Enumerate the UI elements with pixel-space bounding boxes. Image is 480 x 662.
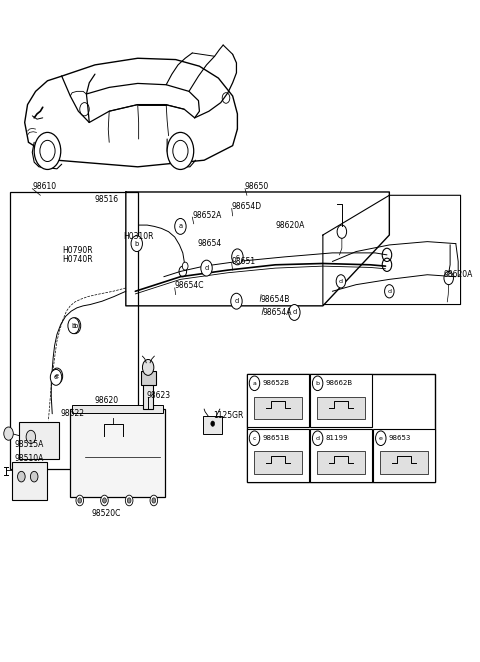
Circle shape xyxy=(249,376,260,391)
Text: a: a xyxy=(179,223,182,230)
Text: 98620A: 98620A xyxy=(444,270,473,279)
Text: 81199: 81199 xyxy=(325,435,348,442)
Circle shape xyxy=(51,368,63,384)
Text: H0740R: H0740R xyxy=(63,255,93,264)
Circle shape xyxy=(68,318,79,334)
Text: e: e xyxy=(55,373,59,379)
Text: d: d xyxy=(292,309,297,316)
Text: 98510A: 98510A xyxy=(14,453,44,463)
Text: b: b xyxy=(134,240,139,247)
Text: d: d xyxy=(234,298,239,305)
Bar xyxy=(380,451,428,474)
Circle shape xyxy=(18,471,25,482)
Circle shape xyxy=(127,498,131,503)
Circle shape xyxy=(182,262,188,270)
Circle shape xyxy=(384,285,394,298)
Circle shape xyxy=(50,369,62,385)
Circle shape xyxy=(288,305,300,320)
Circle shape xyxy=(78,498,82,503)
Text: 98610: 98610 xyxy=(32,182,57,191)
Circle shape xyxy=(30,471,38,482)
Circle shape xyxy=(167,132,194,169)
Text: 98620A: 98620A xyxy=(276,220,305,230)
Text: 98654D: 98654D xyxy=(232,202,262,211)
Bar xyxy=(70,409,165,496)
Circle shape xyxy=(26,430,36,444)
Circle shape xyxy=(312,431,323,446)
Circle shape xyxy=(232,249,243,265)
Bar xyxy=(247,374,309,427)
Bar xyxy=(144,384,153,409)
Text: H0310R: H0310R xyxy=(123,232,154,242)
Bar xyxy=(247,374,435,482)
Text: 98623: 98623 xyxy=(146,391,170,401)
Text: d: d xyxy=(204,265,209,271)
Circle shape xyxy=(249,431,260,446)
Bar xyxy=(11,192,138,469)
Text: 1125GR: 1125GR xyxy=(213,411,243,420)
Text: 98654C: 98654C xyxy=(175,281,204,291)
Text: b: b xyxy=(316,381,320,386)
Circle shape xyxy=(152,498,156,503)
Bar xyxy=(317,397,365,419)
Text: d: d xyxy=(316,436,320,441)
Bar xyxy=(254,397,301,419)
Text: 98654B: 98654B xyxy=(260,295,289,304)
Circle shape xyxy=(34,132,61,169)
Bar xyxy=(373,429,435,482)
Circle shape xyxy=(336,275,346,288)
Text: 98515A: 98515A xyxy=(14,440,44,449)
Circle shape xyxy=(201,260,212,276)
Circle shape xyxy=(69,318,81,334)
Circle shape xyxy=(131,236,143,252)
Bar xyxy=(72,405,163,413)
Text: 98652A: 98652A xyxy=(192,211,222,220)
Text: b: b xyxy=(73,322,77,329)
Circle shape xyxy=(150,495,157,506)
Circle shape xyxy=(103,498,107,503)
Circle shape xyxy=(76,495,84,506)
Text: c: c xyxy=(236,254,239,260)
Circle shape xyxy=(125,495,133,506)
Circle shape xyxy=(175,218,186,234)
Circle shape xyxy=(375,431,386,446)
Text: 98652B: 98652B xyxy=(262,380,289,387)
Text: e: e xyxy=(54,374,58,381)
Text: b: b xyxy=(72,322,76,329)
Text: d: d xyxy=(339,279,343,284)
Bar xyxy=(12,462,48,500)
Text: d: d xyxy=(387,289,391,294)
Text: 98651B: 98651B xyxy=(262,435,289,442)
Bar xyxy=(310,374,372,427)
Circle shape xyxy=(312,376,323,391)
Circle shape xyxy=(143,359,154,375)
Circle shape xyxy=(231,293,242,309)
Text: e: e xyxy=(379,436,383,441)
Bar xyxy=(317,451,365,474)
Bar xyxy=(19,422,60,459)
Bar xyxy=(310,429,372,482)
Text: 98516: 98516 xyxy=(95,195,119,205)
Text: c: c xyxy=(253,436,256,441)
Circle shape xyxy=(101,495,108,506)
Text: 98620: 98620 xyxy=(95,396,119,405)
Text: 98520C: 98520C xyxy=(91,508,120,518)
Circle shape xyxy=(211,421,215,426)
Text: 98654A: 98654A xyxy=(262,308,291,317)
Text: 98622: 98622 xyxy=(61,409,85,418)
Text: 98654: 98654 xyxy=(197,239,222,248)
Text: 98650: 98650 xyxy=(245,182,269,191)
Circle shape xyxy=(4,427,13,440)
Bar xyxy=(247,429,309,482)
Text: 98662B: 98662B xyxy=(325,380,352,387)
Bar xyxy=(203,416,222,434)
Bar xyxy=(141,371,156,385)
Text: H0790R: H0790R xyxy=(63,246,93,255)
Bar xyxy=(254,451,301,474)
Text: 98651: 98651 xyxy=(232,257,256,266)
Text: a: a xyxy=(252,381,256,386)
Text: 98653: 98653 xyxy=(388,435,411,442)
